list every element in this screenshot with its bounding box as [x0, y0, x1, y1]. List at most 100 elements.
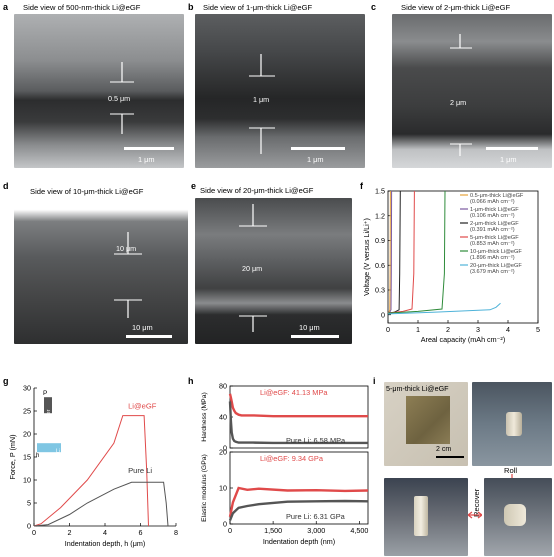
panel-letter-h: h	[188, 376, 194, 386]
photo-recovered	[384, 478, 468, 556]
thickness-label-d: 10 μm	[116, 244, 137, 253]
indentation-sample-block	[37, 443, 61, 453]
thickness-label-b: 1 μm	[253, 95, 270, 104]
chart-g-xtick-label: 0	[32, 528, 36, 537]
chart-g-ytick-label: 20	[23, 430, 31, 439]
chart-f-xtick-label: 3	[476, 325, 480, 334]
thickness-arrows-a	[110, 62, 134, 134]
chart-g-series-line	[33, 481, 169, 527]
li-egf-foil	[406, 396, 450, 444]
chart-h-bottom-series-label: Pure Li: 6.31 GPa	[286, 512, 346, 521]
panel-letter-e: e	[191, 181, 197, 191]
chart-f-legend-label: 2-μm-thick Li@eGF	[470, 221, 519, 227]
scale-bar-b	[291, 147, 345, 150]
chart-f-legend-label: 5-μm-thick Li@eGF	[470, 235, 519, 241]
chart-g-ylabel: Force, P (mN)	[8, 435, 17, 480]
roll-label: Roll	[504, 466, 518, 475]
panel-letter-b: b	[188, 2, 194, 12]
sem-image-c: 2 μm 1 μm	[392, 14, 552, 168]
chart-g-ytick-label: 25	[23, 407, 31, 416]
panel-letter-a: a	[3, 2, 9, 12]
panel-letter-g: g	[3, 376, 9, 386]
chart-f-legend-note: (3.679 mAh cm⁻²)	[470, 269, 515, 275]
scale-label-d: 10 μm	[132, 323, 153, 332]
chart-g-xtick-label: 4	[103, 528, 107, 537]
thickness-label-c: 2 μm	[450, 98, 467, 107]
chart-f-ytick-label: 1.2	[375, 211, 385, 220]
chart-h-bottom-series-line	[228, 486, 369, 518]
indentation-depth-label: h	[36, 453, 39, 459]
chart-g-series-label: Pure Li	[128, 466, 152, 475]
chart-f-legend-note: (0.106 mAh cm⁻²)	[470, 213, 515, 219]
chart-h-top-ytick-label: 0	[223, 444, 227, 453]
chart-f-frame	[387, 190, 539, 324]
chart-h-top-ytick-label: 80	[219, 382, 227, 391]
photo-scale-bar	[436, 456, 464, 458]
panel-letter-d: d	[3, 181, 9, 191]
indenter-tip	[44, 397, 52, 414]
chart-f-series-line	[387, 190, 415, 314]
chart-f-ytick-label: 0.6	[375, 261, 385, 270]
chart-f-xtick-label: 5	[536, 325, 540, 334]
chart-h-top-series-line	[228, 393, 368, 418]
panel-d-title: Side view of 10-μm-thick Li@eGF	[30, 187, 144, 196]
chart-h-top-series-line	[228, 401, 368, 445]
chart-h-xtick-label: 4,500	[350, 526, 368, 535]
chart-f-legend-label: 20-μm-thick Li@eGF	[470, 263, 522, 269]
panel-b-title: Side view of 1-μm-thick Li@eGF	[203, 3, 313, 12]
chart-g-xtick-label: 6	[139, 528, 143, 537]
rolled-foil	[506, 412, 522, 436]
chart-h-top-ytick-label: 40	[219, 413, 227, 422]
thickness-label-e: 20 μm	[242, 264, 263, 273]
chart-f-xtick-label: 1	[416, 325, 420, 334]
panel-letter-f: f	[360, 181, 363, 191]
chart-h-top-ylabel: Hardness (MPa)	[201, 392, 208, 441]
photo-foil-title: 5-μm-thick Li@eGF	[386, 384, 449, 393]
sem-image-b: 1 μm 1 μm	[195, 14, 365, 168]
scale-bar-a	[124, 147, 174, 150]
thickness-arrows-d	[114, 232, 142, 318]
thickness-label-a: 0.5 μm	[108, 94, 131, 103]
panel-a-title: Side view of 500-nm-thick Li@eGF	[23, 3, 141, 12]
chart-h-xlabel: Indentation depth (nm)	[263, 537, 335, 546]
sem-image-e: 20 μm 10 μm	[195, 198, 352, 344]
chart-f-ytick-label: 0.9	[375, 236, 385, 245]
chart-f-series-line	[387, 302, 501, 315]
panel-c-title: Side view of 2-μm-thick Li@eGF	[401, 3, 511, 12]
chart-h-bottom-series-line	[228, 499, 369, 521]
scale-label-b: 1 μm	[307, 155, 324, 164]
chart-f-legend-label: 1-μm-thick Li@eGF	[470, 207, 519, 213]
unrolling-foil	[504, 504, 526, 526]
chart-g-xlabel: Indentation depth, h (μm)	[65, 539, 145, 548]
chart-h-bottom-ytick-label: 20	[219, 448, 227, 457]
chart-h-top-series-label: Li@eGF: 41.13 MPa	[260, 388, 328, 397]
chart-f-ylabel: Voltage (V versus Li/Li⁺)	[362, 218, 371, 296]
chart-g-series-line	[33, 415, 149, 527]
chart-f-legend-note: (1.896 mAh cm⁻²)	[470, 255, 515, 261]
chart-f-xtick-label: 0	[386, 325, 390, 334]
chart-h-hardness-modulus: 0 40 80 Hardness (MPa) Li@eGF: 41.13 MPa Pure…	[201, 382, 369, 546]
thickness-arrows-b	[249, 54, 275, 154]
chart-g-force-depth: 0 5 10 15 20 25 30 0 2 4 6 8 Indentation depth, h (μ…	[8, 384, 178, 549]
chart-f-series-line	[387, 190, 446, 314]
panel-letter-c: c	[371, 2, 377, 12]
chart-f-legend-note: (0.853 mAh cm⁻²)	[470, 241, 515, 247]
chart-h-xtick-label: 3,000	[307, 526, 325, 535]
chart-g-ytick-label: 30	[23, 384, 31, 393]
recover-arrow	[468, 511, 482, 519]
scale-label-c: 1 μm	[500, 155, 517, 164]
photo-scale-label: 2 cm	[436, 446, 452, 453]
sem-image-a: 0.5 μm 1 μm	[14, 14, 184, 168]
chart-f-xtick-label: 2	[446, 325, 450, 334]
scale-label-a: 1 μm	[138, 155, 155, 164]
indenter-label: Indenter	[46, 409, 52, 429]
chart-f-ytick-label: 0	[381, 310, 385, 319]
photo-foil: 5-μm-thick Li@eGF 2 cm	[384, 382, 468, 466]
chart-h-top-series-label: Pure Li: 6.58 MPa	[286, 436, 346, 445]
chart-h-bottom-ytick-label: 0	[223, 520, 227, 529]
chart-h-bottom-ylabel: Elastic modulus (GPa)	[201, 454, 208, 522]
panel-e-title: Side view of 20-μm-thick Li@eGF	[200, 186, 314, 195]
chart-g-xtick-label: 8	[174, 528, 178, 537]
chart-f-ytick-label: 0.3	[375, 286, 385, 295]
chart-f-ytick-label: 1.5	[375, 187, 385, 196]
